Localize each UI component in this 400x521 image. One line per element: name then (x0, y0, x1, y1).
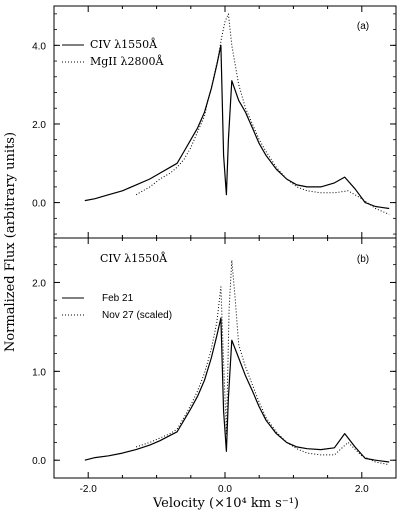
panel-b-frame (53, 237, 397, 479)
x-tick-label-0: -2.0 (80, 484, 98, 495)
panel-a-label: (a) (357, 21, 369, 32)
series-line-b-1 (135, 259, 390, 466)
x-tick-label-1: 0.0 (218, 484, 232, 495)
panel-a-legend: CIV λ1550Å MgII λ2800Å (62, 37, 164, 68)
y-axis-label: Normalized Flux (arbitrary units) (3, 132, 18, 352)
y-tick-label-a-2: 4.0 (32, 41, 46, 52)
x-tick-label-2: 2.0 (355, 484, 369, 495)
y-tick-label-b-1: 1.0 (32, 367, 46, 378)
y-tick-label-b-2: 2.0 (32, 278, 46, 289)
y-tick-label-a-1: 2.0 (32, 120, 46, 131)
legend-civ-label: CIV λ1550Å (90, 37, 158, 51)
series-line-a-1 (135, 13, 390, 215)
y-tick-label-a-0: 0.0 (32, 199, 46, 210)
legend-feb21-label: Feb 21 (102, 293, 134, 304)
panel-b: 0.0 1.0 2.0 -2.0 0.0 2.0 (b) CIV λ1550Å Feb 2… (32, 237, 397, 495)
y-tick-label-b-0: 0.0 (32, 456, 46, 467)
x-axis-label: Velocity (×10⁴ km s⁻¹) (152, 496, 299, 511)
legend-nov27-label: Nov 27 (scaled) (102, 310, 172, 321)
panel-b-lines (84, 259, 390, 466)
series-line-a-0 (84, 44, 390, 210)
panel-b-label: (b) (357, 254, 369, 265)
panel-b-ticks: 0.0 1.0 2.0 -2.0 0.0 2.0 (32, 238, 397, 495)
legend-mgii-label: MgII λ2800Å (90, 54, 164, 68)
panel-b-legend: Feb 21 Nov 27 (scaled) (62, 293, 172, 321)
panel-a: 0.0 2.0 4.0 (a) CIV λ1550Å MgII λ2800Å (32, 5, 397, 239)
panel-a-ticks: 0.0 2.0 4.0 (32, 6, 397, 238)
panel-b-title: CIV λ1550Å (100, 251, 168, 265)
panel-a-lines (84, 13, 390, 215)
series-line-b-0 (84, 317, 390, 463)
